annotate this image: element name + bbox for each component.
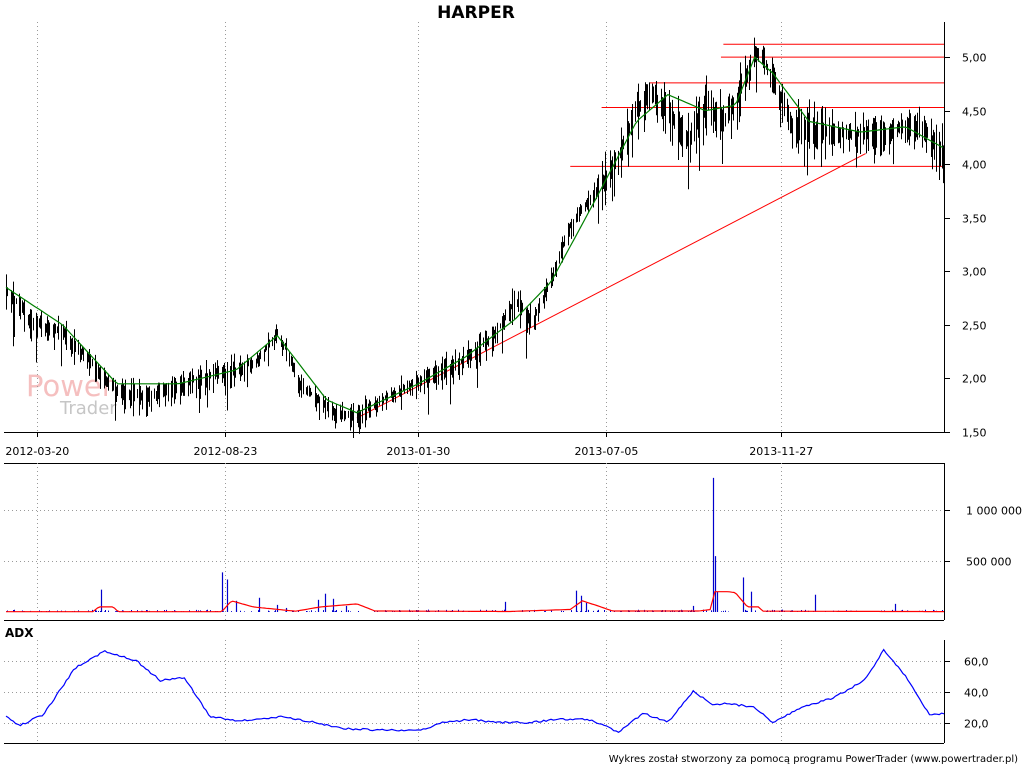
price-y-tick-label: 2,00: [962, 373, 987, 386]
watermark-subtext: Trader: [59, 398, 117, 419]
price-x-tick-label: 2013-01-30: [386, 445, 450, 458]
adx-line: [5, 648, 945, 733]
price-horizontal-levels: [570, 43, 944, 167]
price-x-tick-label: 2012-03-20: [5, 445, 69, 458]
powertrader-watermark: Power Trader: [26, 369, 117, 419]
price-y-tick-label: 4,50: [962, 106, 987, 119]
volume-y-tick-label: 1 000 000: [966, 505, 1022, 518]
adx-y-tick-label: 20,0: [964, 718, 989, 731]
volume-y-tick-label: 500 000: [966, 556, 1012, 569]
footer-credit: Wykres został stworzony za pomocą progra…: [609, 754, 1018, 765]
price-x-tick-label: 2013-07-05: [574, 445, 638, 458]
panel-frames: [4, 22, 945, 744]
price-grid: [37, 22, 782, 437]
volume-moving-average-group: [6, 591, 944, 613]
price-bars: [6, 37, 945, 438]
adx-line-group: [5, 648, 945, 733]
price-x-tick-label: 2013-11-27: [749, 445, 813, 458]
volume-bars: [6, 477, 944, 612]
adx-y-tick-label: 60,0: [964, 656, 989, 669]
price-x-ticks: 2012-03-20 2012-08-23 2013-01-30 2013-07-05…: [5, 445, 813, 458]
adx-panel-label: ADX: [5, 626, 34, 640]
volume-grid: [4, 463, 944, 620]
adx-grid: [4, 640, 944, 743]
price-y-tick-label: 4,00: [962, 159, 987, 172]
price-y-tick-label: 3,50: [962, 213, 987, 226]
price-moving-average-group: [5, 56, 944, 414]
volume-moving-average: [6, 591, 944, 613]
price-y-tick-label: 5,00: [962, 52, 987, 65]
price-moving-average: [5, 56, 944, 414]
price-y-ticks: 1,50 2,00 2,50 3,00 3,50 4,00 4,50 5,00: [944, 52, 987, 440]
adx-y-ticks: 20,0 40,0 60,0: [944, 656, 989, 731]
price-y-tick-label: 3,00: [962, 266, 987, 279]
chart-title: HARPER: [437, 3, 515, 23]
price-y-tick-label: 2,50: [962, 320, 987, 333]
adx-y-tick-label: 40,0: [964, 687, 989, 700]
price-y-tick-label: 1,50: [962, 427, 987, 440]
volume-y-ticks: 500 000 1 000 000: [944, 505, 1022, 569]
price-x-tick-label: 2012-08-23: [193, 445, 257, 458]
